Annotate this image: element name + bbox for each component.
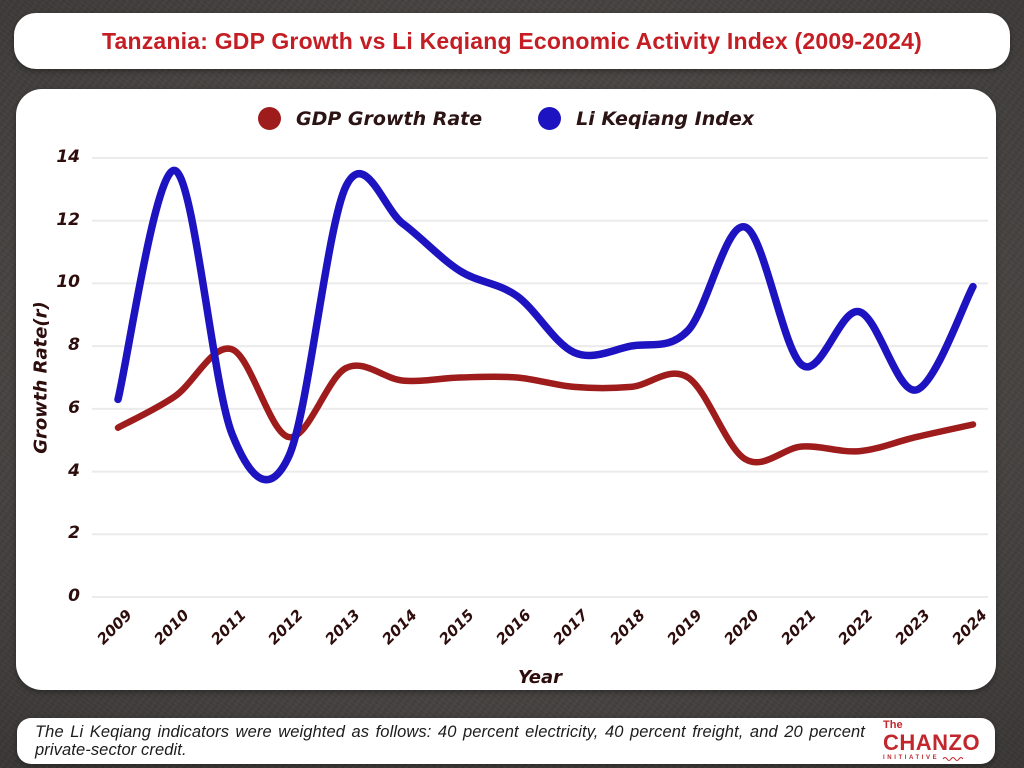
legend-label-gdp: GDP Growth Rate <box>296 107 483 130</box>
y-axis-title: Growth Rate(r) <box>30 301 52 454</box>
series-line-gdp-growth-rate <box>114 345 977 466</box>
y-tick-label-6: 6 <box>68 397 80 418</box>
chart-card: GDP Growth Rate Li Keqiang Index Growth … <box>16 89 996 690</box>
y-tick-label-2: 2 <box>68 523 80 544</box>
legend-label-lkq: Li Keqiang Index <box>576 107 754 130</box>
legend-item-lkq: Li Keqiang Index <box>538 107 754 130</box>
logo-the-text: The <box>883 718 903 731</box>
methodology-note: The Li Keqiang indicators were weighted … <box>35 722 865 759</box>
line-chart <box>92 157 988 598</box>
series-line-li-keqiang-index <box>114 166 977 484</box>
footer-card: The Li Keqiang indicators were weighted … <box>17 718 995 764</box>
y-tick-label-4: 4 <box>68 460 80 481</box>
logo-name-text: CHANZO <box>883 729 981 755</box>
legend-item-gdp: GDP Growth Rate <box>258 107 482 130</box>
title-card: Tanzania: GDP Growth vs Li Keqiang Econo… <box>14 13 1010 69</box>
chart-legend: GDP Growth Rate Li Keqiang Index <box>16 107 996 130</box>
y-tick-label-12: 12 <box>56 209 80 230</box>
y-tick-label-8: 8 <box>68 335 80 356</box>
chanzo-logo: The CHANZO INITIATIVE <box>877 718 981 762</box>
y-tick-label-14: 14 <box>56 147 80 167</box>
y-tick-label-10: 10 <box>56 272 80 293</box>
page-title: Tanzania: GDP Growth vs Li Keqiang Econo… <box>101 27 923 54</box>
y-tick-label-0: 0 <box>68 586 80 606</box>
logo-squiggle-icon <box>942 756 964 761</box>
lkq-series-dot-icon <box>538 107 562 130</box>
gdp-series-dot-icon <box>258 107 282 130</box>
logo-initiative-text: INITIATIVE <box>883 754 940 761</box>
chart-plot-area: GDP Growth Rate Li Keqiang Index Growth … <box>16 89 996 690</box>
x-axis-title: Year <box>518 667 562 688</box>
